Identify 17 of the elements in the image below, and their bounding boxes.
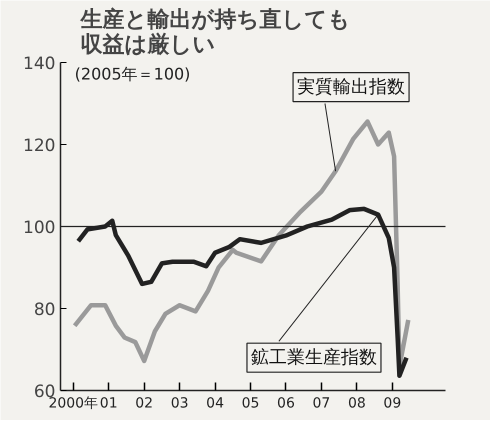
y-tick-label: 140: [23, 54, 56, 74]
series-label: 鉱工業生産指数: [250, 347, 377, 368]
x-tick-label: 07: [312, 396, 330, 412]
x-tick-label: 06: [277, 396, 295, 412]
y-tick-label: 100: [23, 218, 56, 238]
x-tick-label: 01: [100, 396, 118, 412]
x-tick-label: 05: [242, 396, 260, 412]
x-tick-label: 08: [348, 396, 366, 412]
x-tick-label: 02: [135, 396, 154, 412]
y-tick-label: 80: [34, 300, 56, 320]
y-tick-label: 120: [23, 136, 56, 156]
x-tick-label: 04: [206, 396, 224, 412]
chart-title: 生産と輸出が持ち直しても収益は厳しい: [80, 6, 350, 58]
x-tick-label: 03: [170, 396, 189, 412]
chart-subtitle: (2005年＝100): [74, 64, 190, 84]
x-tick-label: 09: [383, 396, 402, 412]
text: 実質輸出指数: [297, 76, 406, 98]
